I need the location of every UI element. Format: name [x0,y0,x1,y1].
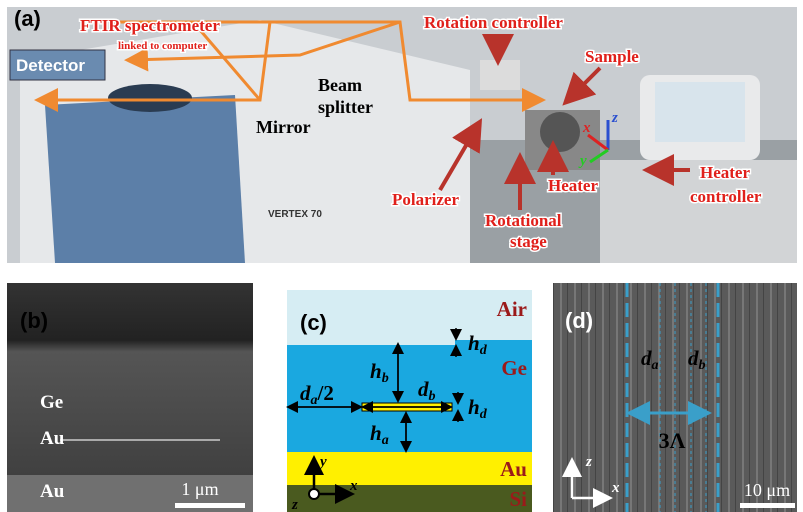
layer-label: Au [40,428,65,449]
layer-label: Au [500,457,527,481]
detector-label: Detector [16,56,85,75]
axis-z-label: z [611,110,618,126]
heater-base [600,160,797,263]
spectrometer-front [45,95,245,263]
axis-label: x [349,478,358,494]
scale-bar [740,503,795,508]
sample-holder [540,112,580,152]
dim-label: da/2 [300,381,334,408]
panel-label: (b) [20,308,48,333]
heater-controller-label-1: Heater [700,163,750,182]
heater-controller-label-2: controller [690,187,762,206]
panel-label: (d) [565,308,593,333]
sample-label: Sample [585,47,639,66]
axis-y-label: y [578,153,587,169]
panel-label: (a) [14,6,41,31]
layer-label: Ge [501,356,527,380]
panel-c: (c) Air Ge Au Si hd hb da/2 db hd ha y x… [287,290,532,512]
mirror-label: Mirror [256,117,311,137]
period-label: 3Λ [659,428,686,453]
beam-label: Beam [318,75,362,95]
stage-label: stage [510,232,547,251]
axis-x-label: x [582,120,591,136]
port [108,84,192,112]
si-layer [287,485,532,512]
instrument-label: VERTEX 70 [268,209,322,220]
layer-label: Air [497,297,527,321]
layer-label: Ge [40,392,63,413]
panel-d: (d) da db 3Λ z x 10 μm [553,283,797,512]
scale-bar [175,503,245,508]
layer-label: Si [509,487,527,511]
ftir-note: linked to computer [118,40,207,52]
scale-bar-label: 1 μm [181,479,218,499]
axis-label: x [611,480,620,496]
rotation-box [480,60,520,90]
layer-label: Au [40,481,65,502]
rotational-label: Rotational [485,211,562,230]
splitter-label: splitter [318,97,373,117]
ftir-label: FTIR spectrometer [80,16,220,35]
scale-bar-label: 10 μm [744,480,790,500]
panel-label: (c) [300,310,327,335]
rotation-controller-label: Rotation controller [424,13,563,32]
axis-label: z [291,497,298,512]
axis-label: y [318,454,327,470]
panel-a: (a) FTIR spectrometer linked to computer… [7,6,797,263]
axis-label: z [585,454,592,470]
axis-z [309,489,319,499]
heater-label: Heater [548,176,598,195]
screen [655,82,745,142]
panel-b: (b) Ge Au Au 1 μm [7,283,253,512]
figure: (a) FTIR spectrometer linked to computer… [0,0,803,512]
polarizer-label: Polarizer [392,190,459,209]
